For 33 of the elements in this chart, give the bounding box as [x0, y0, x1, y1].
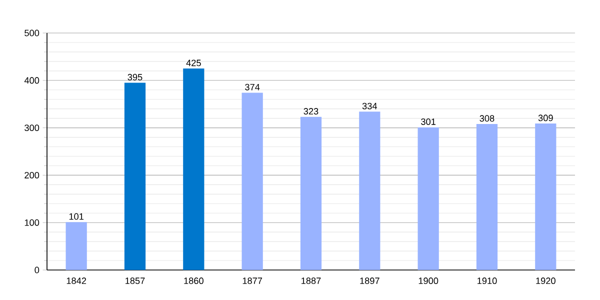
y-tick-label: 300 — [24, 124, 40, 132]
data-label: 334 — [362, 102, 378, 110]
x-tick-label: 1877 — [242, 278, 262, 284]
bar — [242, 92, 263, 270]
data-label: 308 — [480, 115, 494, 122]
bar — [124, 82, 146, 270]
x-tick-label: 1900 — [418, 278, 438, 284]
x-tick-label: 1920 — [536, 278, 556, 284]
bar — [66, 222, 87, 270]
data-label: 374 — [245, 84, 260, 90]
data-label: 301 — [421, 118, 436, 125]
x-tick-label: 1910 — [478, 278, 497, 284]
x-tick-label: 1842 — [66, 278, 86, 284]
x-tick-label: 1887 — [302, 278, 321, 284]
bar — [476, 124, 498, 270]
y-tick-label: 0 — [34, 266, 40, 274]
data-label: 309 — [538, 114, 553, 122]
data-label: 101 — [69, 213, 84, 220]
data-label: 395 — [128, 74, 142, 80]
y-tick-label: 200 — [24, 172, 40, 178]
bar — [183, 68, 204, 270]
bar — [418, 127, 439, 270]
y-tick-label: 400 — [24, 77, 40, 84]
bar — [300, 116, 322, 270]
data-label: 425 — [186, 60, 201, 66]
x-tick-label: 1860 — [184, 278, 204, 284]
data-label: 323 — [304, 108, 318, 115]
y-tick-label: 500 — [24, 30, 40, 36]
x-tick-label: 1897 — [360, 278, 380, 284]
bar — [359, 112, 380, 270]
x-tick-label: 1857 — [126, 278, 145, 284]
bar — [535, 124, 556, 270]
y-tick-label: 100 — [24, 219, 40, 226]
